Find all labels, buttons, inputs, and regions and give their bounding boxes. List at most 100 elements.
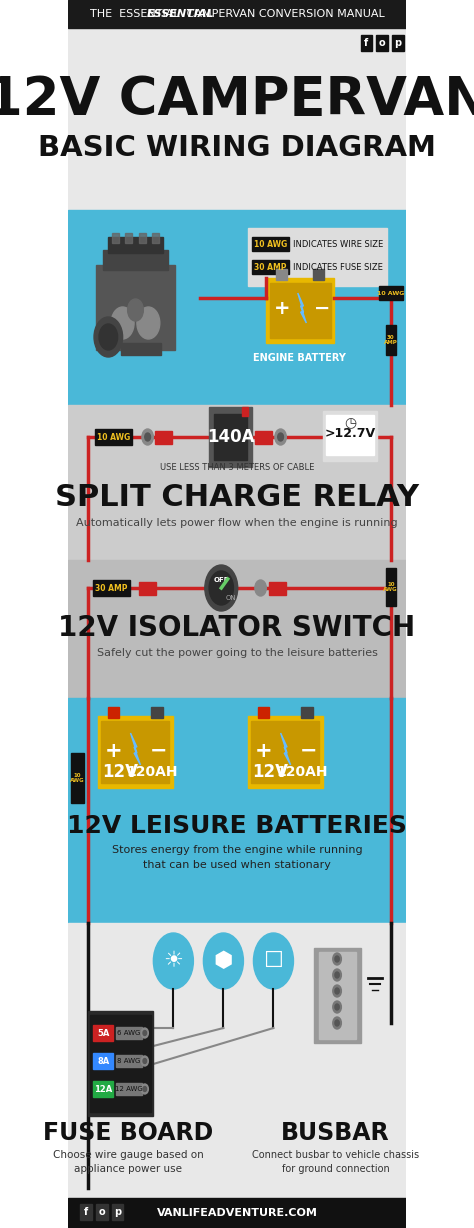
Text: >12.7V: >12.7V [325,426,376,440]
Bar [112,233,119,243]
Bar [96,1203,108,1219]
Bar [68,210,406,405]
Circle shape [111,307,134,339]
Bar [301,707,313,718]
Bar [327,415,374,456]
Text: appliance power use: appliance power use [74,1164,182,1174]
Circle shape [335,957,339,962]
Text: 12V LEISURE BATTERIES: 12V LEISURE BATTERIES [67,814,407,837]
Text: INDICATES WIRE SIZE: INDICATES WIRE SIZE [293,239,383,248]
Circle shape [335,973,339,977]
Bar [71,753,84,803]
Bar [269,582,286,596]
Bar [376,36,388,52]
Bar [255,431,272,445]
Circle shape [333,953,341,965]
Circle shape [333,1001,341,1013]
Bar [91,1016,151,1113]
Text: f: f [364,38,368,48]
Text: 30
AMP: 30 AMP [384,334,398,345]
Polygon shape [281,733,291,765]
Circle shape [209,571,233,605]
Bar [116,1083,142,1095]
Bar [98,716,173,788]
Bar [93,1052,113,1070]
Text: +: + [274,298,290,318]
Bar [151,707,163,718]
Bar [252,237,289,251]
Text: 30 AMP: 30 AMP [95,583,128,592]
Text: 12V: 12V [253,763,289,781]
Circle shape [143,1030,146,1035]
Bar [209,406,252,467]
Circle shape [154,933,193,989]
Bar [214,414,247,460]
Text: 12V CAMPERVAN: 12V CAMPERVAN [0,74,474,126]
Text: 140A: 140A [207,429,255,446]
Bar [313,269,324,280]
Text: 120AH: 120AH [276,765,328,779]
Bar [88,1011,154,1116]
Bar [68,0,406,28]
Text: SPLIT CHARGE RELAY: SPLIT CHARGE RELAY [55,483,419,512]
Bar [392,36,403,52]
Bar [125,233,132,243]
Circle shape [145,433,151,441]
Bar [242,406,248,416]
Bar [252,260,289,274]
Circle shape [278,433,283,441]
Text: 6 AWG: 6 AWG [118,1030,141,1036]
Bar [251,721,319,783]
Text: ☐: ☐ [264,950,283,971]
Text: for ground connection: for ground connection [282,1164,390,1174]
Circle shape [99,324,118,350]
Text: p: p [394,38,401,48]
Bar [248,228,387,286]
Text: Automatically lets power flow when the engine is running: Automatically lets power flow when the e… [76,518,398,528]
Circle shape [335,1005,339,1009]
Text: 10
AWG: 10 AWG [383,582,398,592]
Text: Connect busbar to vehicle chassis: Connect busbar to vehicle chassis [252,1149,419,1160]
Text: 5A: 5A [97,1029,109,1038]
Text: ☀: ☀ [164,950,183,971]
Bar [93,1081,113,1097]
Circle shape [142,429,154,445]
Text: USE LESS THAN 3 METERS OF CABLE: USE LESS THAN 3 METERS OF CABLE [160,463,314,472]
Bar [314,948,361,1043]
Circle shape [143,1059,146,1063]
Bar [68,405,406,560]
Text: Safely cut the power going to the leisure batteries: Safely cut the power going to the leisur… [97,648,377,658]
Circle shape [203,933,244,989]
Bar [68,560,406,698]
Bar [96,265,175,350]
Circle shape [205,565,238,612]
Circle shape [128,298,143,321]
Text: THE  ESSENTIAL  CAMPERVAN CONVERSION MANUAL: THE ESSENTIAL CAMPERVAN CONVERSION MANUA… [90,9,384,18]
Text: Stores energy from the engine while running: Stores energy from the engine while runn… [112,845,362,855]
Text: 10
AWG: 10 AWG [70,772,85,783]
Text: 8 AWG: 8 AWG [118,1059,141,1063]
Circle shape [335,1020,339,1027]
Text: o: o [379,38,385,48]
Bar [319,952,356,1039]
Text: that can be used when stationary: that can be used when stationary [143,860,331,869]
Text: f: f [84,1207,88,1217]
Bar [361,36,372,52]
Bar [109,237,163,253]
Circle shape [333,1017,341,1029]
Text: 8A: 8A [97,1056,109,1066]
Text: 12A: 12A [94,1084,112,1093]
Polygon shape [130,733,140,765]
Text: BUSBAR: BUSBAR [282,1121,390,1144]
Text: −: − [314,298,330,318]
Text: 30 AMP: 30 AMP [255,263,287,271]
Bar [95,429,132,445]
Bar [152,233,159,243]
Bar [93,1025,113,1041]
Text: 10 AWG: 10 AWG [97,432,130,442]
Bar [116,1055,142,1067]
Text: 120AH: 120AH [126,765,178,779]
Bar [248,716,323,788]
Bar [112,1203,123,1219]
Bar [379,286,403,300]
